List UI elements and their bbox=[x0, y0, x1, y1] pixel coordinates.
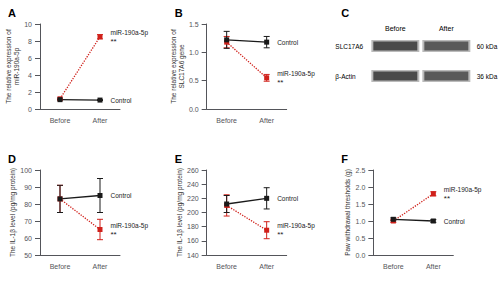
svg-text:6: 6 bbox=[28, 55, 32, 62]
svg-text:SLC17A6 gene: SLC17A6 gene bbox=[178, 44, 186, 88]
svg-text:The IL-1β level (pg/mg protein: The IL-1β level (pg/mg protein) bbox=[176, 168, 184, 257]
svg-text:4: 4 bbox=[28, 72, 32, 79]
svg-text:Control: Control bbox=[444, 218, 466, 225]
svg-text:β-Actin: β-Actin bbox=[335, 73, 356, 81]
svg-text:F: F bbox=[341, 153, 348, 165]
svg-text:80: 80 bbox=[24, 201, 32, 208]
svg-text:**: ** bbox=[111, 37, 117, 46]
svg-text:miR-190a-5p: miR-190a-5p bbox=[277, 222, 315, 230]
svg-text:70: 70 bbox=[24, 218, 32, 225]
svg-text:SLC17A6: SLC17A6 bbox=[335, 43, 363, 50]
svg-text:8: 8 bbox=[28, 38, 32, 45]
svg-text:2: 2 bbox=[28, 89, 32, 96]
svg-text:180: 180 bbox=[187, 223, 199, 230]
svg-text:miR-190a-5p: miR-190a-5p bbox=[277, 70, 315, 78]
svg-text:**: ** bbox=[444, 194, 450, 203]
svg-text:220: 220 bbox=[187, 195, 199, 202]
svg-text:Control: Control bbox=[277, 39, 299, 46]
svg-text:E: E bbox=[175, 153, 182, 165]
svg-text:1.5: 1.5 bbox=[189, 21, 199, 28]
svg-text:Before: Before bbox=[216, 263, 237, 270]
svg-text:60 kDa: 60 kDa bbox=[477, 43, 498, 50]
svg-text:1.0: 1.0 bbox=[356, 218, 366, 225]
svg-text:100: 100 bbox=[20, 167, 32, 174]
svg-text:D: D bbox=[8, 153, 16, 165]
svg-text:1.5: 1.5 bbox=[356, 201, 366, 208]
svg-text:The relative expression of: The relative expression of bbox=[170, 29, 178, 104]
svg-text:A: A bbox=[8, 7, 16, 19]
svg-text:10: 10 bbox=[24, 21, 32, 28]
svg-text:The relative expression of: The relative expression of bbox=[5, 29, 13, 104]
svg-text:90: 90 bbox=[24, 184, 32, 191]
svg-text:0.0: 0.0 bbox=[356, 252, 366, 259]
svg-text:0.5: 0.5 bbox=[356, 235, 366, 242]
svg-text:Before: Before bbox=[50, 263, 71, 270]
svg-text:Control: Control bbox=[277, 195, 299, 202]
svg-text:240: 240 bbox=[187, 181, 199, 188]
svg-text:miR-190a-5p: miR-190a-5p bbox=[111, 222, 149, 230]
svg-text:Paw withdrawal thresholds (g): Paw withdrawal thresholds (g) bbox=[344, 169, 352, 256]
svg-text:After: After bbox=[439, 25, 454, 32]
svg-text:50: 50 bbox=[24, 252, 32, 259]
svg-text:2.5: 2.5 bbox=[356, 167, 366, 174]
svg-text:Control: Control bbox=[111, 192, 133, 199]
svg-text:Before: Before bbox=[50, 117, 71, 124]
svg-text:2.0: 2.0 bbox=[356, 184, 366, 191]
svg-text:0.0: 0.0 bbox=[189, 106, 199, 113]
svg-text:60: 60 bbox=[24, 235, 32, 242]
svg-text:0.5: 0.5 bbox=[189, 77, 199, 84]
svg-text:0: 0 bbox=[28, 106, 32, 113]
svg-text:36 kDa: 36 kDa bbox=[477, 73, 498, 80]
svg-text:After: After bbox=[259, 263, 274, 270]
svg-text:Before: Before bbox=[383, 263, 404, 270]
svg-text:After: After bbox=[259, 117, 274, 124]
svg-text:After: After bbox=[93, 263, 108, 270]
svg-text:260: 260 bbox=[187, 167, 199, 174]
svg-text:**: ** bbox=[277, 230, 283, 239]
svg-text:140: 140 bbox=[187, 252, 199, 259]
svg-text:miR-190a-5p: miR-190a-5p bbox=[13, 47, 21, 85]
svg-text:After: After bbox=[93, 117, 108, 124]
svg-text:200: 200 bbox=[187, 209, 199, 216]
svg-text:Before: Before bbox=[385, 25, 406, 32]
svg-text:After: After bbox=[426, 263, 441, 270]
svg-text:miR-190a-5p: miR-190a-5p bbox=[444, 186, 482, 194]
svg-text:1.0: 1.0 bbox=[189, 49, 199, 56]
svg-text:**: ** bbox=[111, 230, 117, 239]
svg-text:160: 160 bbox=[187, 237, 199, 244]
svg-text:Before: Before bbox=[216, 117, 237, 124]
svg-text:Control: Control bbox=[111, 97, 133, 104]
svg-text:B: B bbox=[175, 7, 183, 19]
svg-text:The IL-1β level (pg/mg protein: The IL-1β level (pg/mg protein) bbox=[9, 168, 17, 257]
svg-text:C: C bbox=[341, 7, 349, 19]
svg-text:miR-190a-5p: miR-190a-5p bbox=[111, 29, 149, 37]
svg-text:**: ** bbox=[277, 78, 283, 87]
